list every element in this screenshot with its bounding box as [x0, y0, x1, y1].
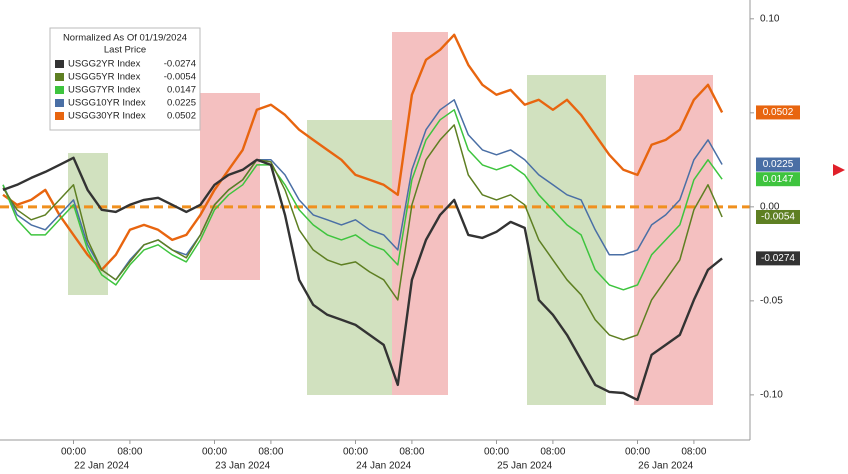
period-box [307, 120, 392, 395]
legend: Normalized As Of 01/19/2024 Last Price U… [49, 27, 201, 131]
y-tick-label: 0.10 [760, 13, 780, 24]
legend-value: -0.0274 [164, 59, 196, 70]
marker-arrow [833, 164, 845, 176]
legend-value: -0.0054 [164, 72, 196, 83]
legend-label: USGG2YR Index [68, 59, 141, 70]
y-tick-label: -0.10 [760, 390, 783, 401]
legend-value: 0.0147 [167, 85, 196, 96]
series-line [2, 124, 723, 341]
x-tick-label: 00:00 [484, 447, 509, 458]
series-line [2, 33, 724, 271]
legend-label: USGG10YR Index [68, 98, 146, 109]
last-value-box [756, 251, 800, 266]
x-tick-label: 00:00 [625, 447, 650, 458]
shaded-periods [68, 32, 713, 405]
legend-swatch [55, 73, 64, 81]
legend-box [49, 27, 201, 131]
legend-title: Normalized As Of 01/19/2024 [63, 33, 187, 44]
x-tick-label: 08:00 [399, 447, 424, 458]
last-value-box [756, 157, 800, 172]
last-value-label: -0.0274 [761, 253, 795, 264]
x-tick-label: 08:00 [258, 447, 283, 458]
plot [0, 33, 750, 402]
series-line [2, 156, 723, 402]
legend-swatch [55, 86, 64, 94]
period-box [200, 93, 260, 280]
x-tick-label: 00:00 [202, 447, 227, 458]
last-value-label: 0.0502 [763, 107, 794, 118]
x-group-label: 23 Jan 2024 [215, 461, 270, 472]
legend-label: USGG30YR Index [68, 111, 146, 122]
last-value-label: 0.0225 [763, 159, 794, 170]
legend-swatch [55, 99, 64, 107]
period-box [68, 153, 108, 295]
legend-label: USGG7YR Index [68, 85, 141, 96]
legend-value: 0.0502 [167, 111, 196, 122]
x-tick-label: 00:00 [343, 447, 368, 458]
last-value-box [756, 172, 800, 187]
legend-subtitle: Last Price [104, 45, 146, 56]
x-tick-label: 08:00 [540, 447, 565, 458]
x-tick-label: 08:00 [117, 447, 142, 458]
legend-label: USGG5YR Index [68, 72, 141, 83]
last-value-box [756, 209, 800, 224]
last-value-label: 0.0147 [763, 174, 794, 185]
legend-swatch [55, 112, 64, 120]
x-tick-label: 00:00 [61, 447, 86, 458]
x-tick-label: 08:00 [681, 447, 706, 458]
legend-value: 0.0225 [167, 98, 196, 109]
y-tick-label: -0.05 [760, 295, 783, 306]
period-box [392, 32, 448, 395]
x-group-label: 26 Jan 2024 [638, 461, 693, 472]
x-group-label: 22 Jan 2024 [74, 461, 129, 472]
period-box [634, 75, 713, 405]
x-group-label: 24 Jan 2024 [356, 461, 411, 472]
legend-swatch [55, 60, 64, 68]
series-line [2, 109, 723, 291]
last-value-box [756, 105, 800, 120]
y-tick-label: 0.00 [760, 201, 780, 212]
last-value-label: -0.0054 [761, 212, 795, 223]
x-group-label: 25 Jan 2024 [497, 461, 552, 472]
